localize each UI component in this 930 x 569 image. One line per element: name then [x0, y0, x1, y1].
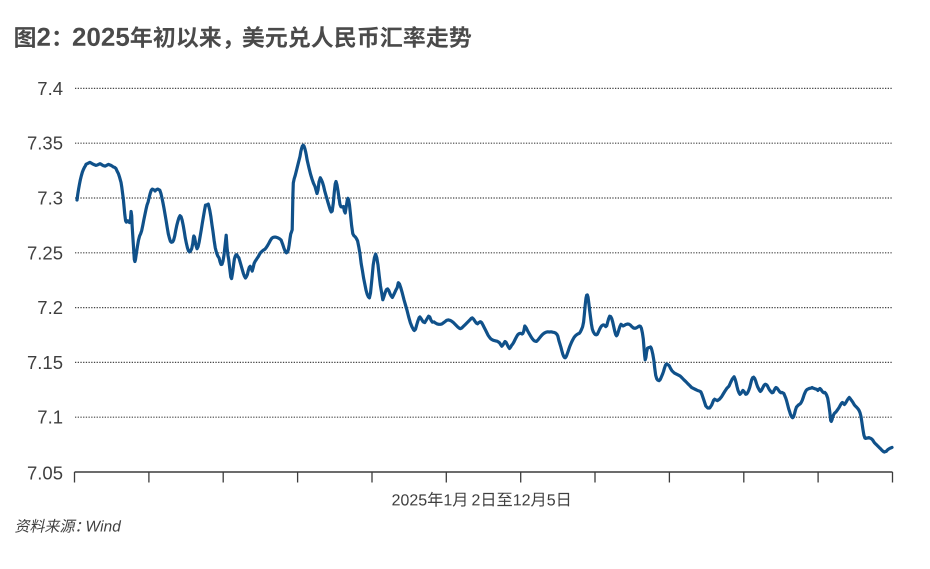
svg-text:7.05: 7.05 [27, 462, 63, 483]
svg-text:7.1: 7.1 [37, 407, 63, 428]
svg-text:7.3: 7.3 [37, 188, 63, 209]
svg-text:7.35: 7.35 [27, 133, 63, 154]
svg-text:7.15: 7.15 [27, 352, 63, 373]
svg-text:7.2: 7.2 [37, 297, 63, 318]
svg-text:7.4: 7.4 [37, 78, 63, 99]
svg-text:7.25: 7.25 [27, 242, 63, 263]
